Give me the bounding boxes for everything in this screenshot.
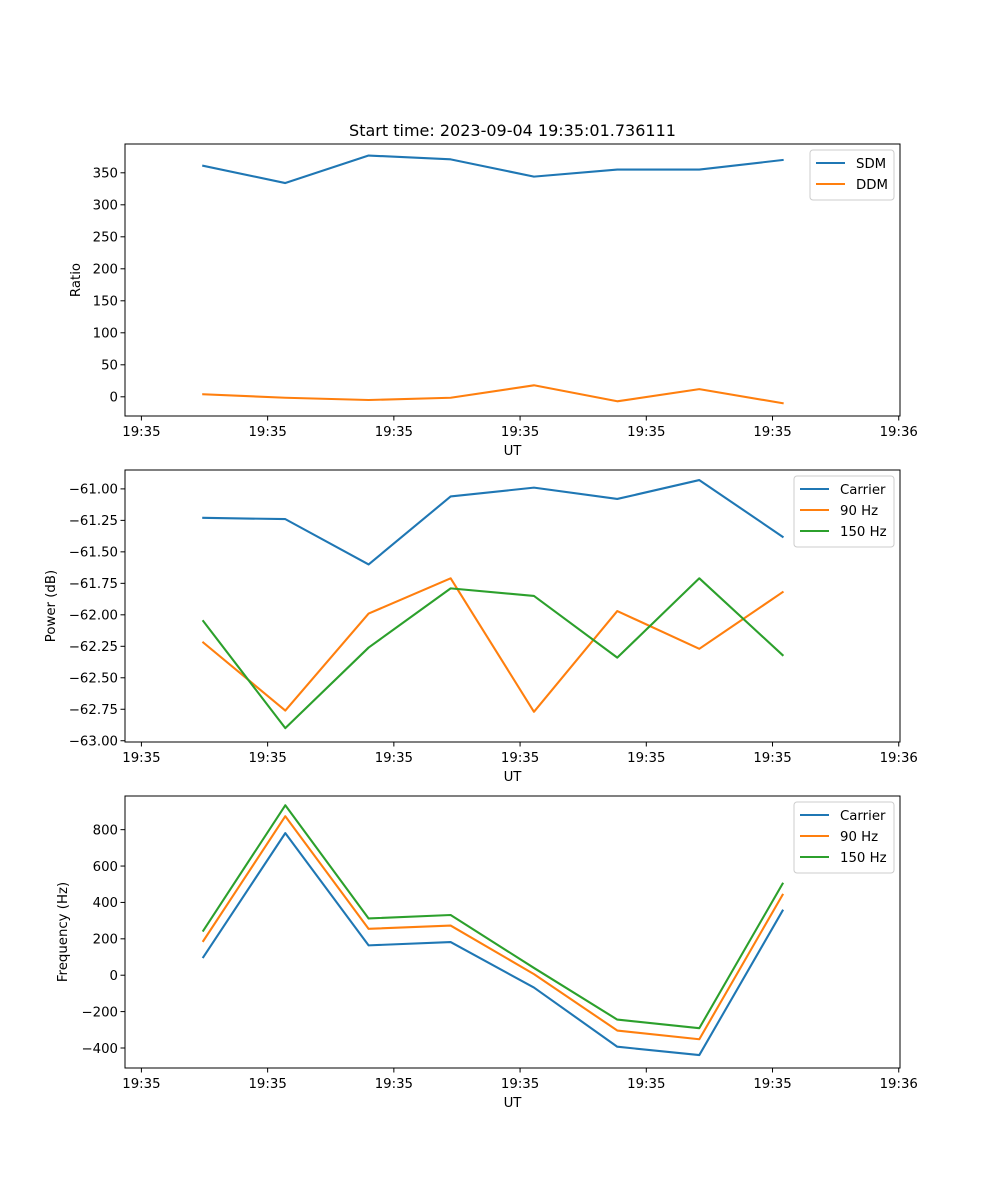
figure-title: Start time: 2023-09-04 19:35:01.736111 <box>349 121 676 140</box>
legend-label: Carrier <box>840 809 886 824</box>
y-tick-label: −63.00 <box>69 735 118 750</box>
x-tick-label: 19:35 <box>122 751 160 766</box>
axes-frame <box>124 795 901 1069</box>
x-tick-label: 19:36 <box>880 425 918 440</box>
y-tick-label: −62.25 <box>69 640 118 655</box>
y-axis-label: Power (dB) <box>44 570 59 642</box>
legend: Carrier 90 Hz 150 Hz <box>793 475 895 548</box>
x-tick-label: 19:35 <box>122 1077 160 1092</box>
x-tick-label: 19:35 <box>501 1077 539 1092</box>
x-tick-label: 19:35 <box>248 1077 286 1092</box>
y-tick-label: 400 <box>93 896 118 911</box>
legend-box <box>793 475 895 548</box>
axes-panel-3: 19:35 19:35 19:35 19:35 19:35 19:35 19:36 UT −40… <box>56 795 918 1111</box>
legend-label: 150 Hz <box>840 851 887 866</box>
x-tick-label: 19:35 <box>122 425 160 440</box>
x-axis-label: UT <box>504 444 523 459</box>
x-tick-label: 19:35 <box>248 425 286 440</box>
legend-label: Carrier <box>840 483 886 498</box>
legend-label: DDM <box>856 178 888 193</box>
y-tick-label: 200 <box>93 263 118 278</box>
x-axis-label: UT <box>504 1096 523 1111</box>
y-tick-label: 300 <box>93 199 118 214</box>
x-tick-label: 19:35 <box>627 1077 665 1092</box>
y-tick-label: 800 <box>93 823 118 838</box>
series-line-90-hz <box>201 577 785 713</box>
y-tick-label: 0 <box>110 391 118 406</box>
y-tick-label: −200 <box>81 1005 118 1020</box>
legend: Carrier 90 Hz 150 Hz <box>793 801 895 874</box>
y-tick-label: −61.00 <box>69 483 118 498</box>
y-tick-label: 150 <box>93 295 118 310</box>
y-axis-label: Frequency (Hz) <box>56 882 71 982</box>
y-tick-label: 600 <box>93 860 118 875</box>
x-tick-label: 19:35 <box>501 751 539 766</box>
y-tick-label: −62.50 <box>69 672 118 687</box>
y-tick-label: 350 <box>93 167 118 182</box>
legend-label: 150 Hz <box>840 525 887 540</box>
series-line-sdm <box>202 154 784 185</box>
x-tick-label: 19:35 <box>753 425 791 440</box>
legend: SDM DDM <box>809 149 895 201</box>
x-tick-label: 19:35 <box>627 751 665 766</box>
y-tick-label: −61.75 <box>69 577 118 592</box>
series-line-carrier <box>202 479 785 566</box>
series-line-150-hz <box>201 804 785 1030</box>
x-tick-label: 19:35 <box>753 1077 791 1092</box>
axes-panel-2: 19:35 19:35 19:35 19:35 19:35 19:35 19:36 UT −63… <box>44 469 918 785</box>
axes-frame <box>124 469 901 743</box>
series-line-150-hz <box>201 577 785 730</box>
y-tick-label: 200 <box>93 933 118 948</box>
x-tick-label: 19:35 <box>375 751 413 766</box>
y-tick-label: 250 <box>93 231 118 246</box>
legend-label: 90 Hz <box>840 504 878 519</box>
x-axis-label: UT <box>504 770 523 785</box>
axes-panel-1: 19:35 19:35 19:35 19:35 19:35 19:35 19:36 UT 0 50… <box>69 143 918 459</box>
series-line-ddm <box>202 384 784 405</box>
x-tick-label: 19:35 <box>753 751 791 766</box>
y-tick-label: 100 <box>93 327 118 342</box>
y-tick-label: −61.25 <box>69 514 118 529</box>
y-tick-label: −62.75 <box>69 703 118 718</box>
legend-label: 90 Hz <box>840 830 878 845</box>
series-line-carrier <box>201 832 785 1057</box>
legend-box <box>793 801 895 874</box>
x-tick-label: 19:35 <box>375 1077 413 1092</box>
legend-label: SDM <box>856 157 886 172</box>
y-tick-label: 50 <box>101 359 118 374</box>
axes-container: 19:35 19:35 19:35 19:35 19:35 19:35 19:36 UT 0 50… <box>44 143 918 1111</box>
y-tick-label: 0 <box>110 969 118 984</box>
x-tick-label: 19:36 <box>880 1077 918 1092</box>
y-tick-label: −400 <box>81 1042 118 1057</box>
x-tick-label: 19:35 <box>248 751 286 766</box>
x-tick-label: 19:36 <box>880 751 918 766</box>
y-axis-label: Ratio <box>69 263 84 297</box>
axes-frame <box>124 143 901 417</box>
series-line-90-hz <box>201 815 785 1041</box>
x-tick-label: 19:35 <box>627 425 665 440</box>
x-tick-label: 19:35 <box>375 425 413 440</box>
y-tick-label: −62.00 <box>69 609 118 624</box>
x-tick-label: 19:35 <box>501 425 539 440</box>
y-tick-label: −61.50 <box>69 546 118 561</box>
